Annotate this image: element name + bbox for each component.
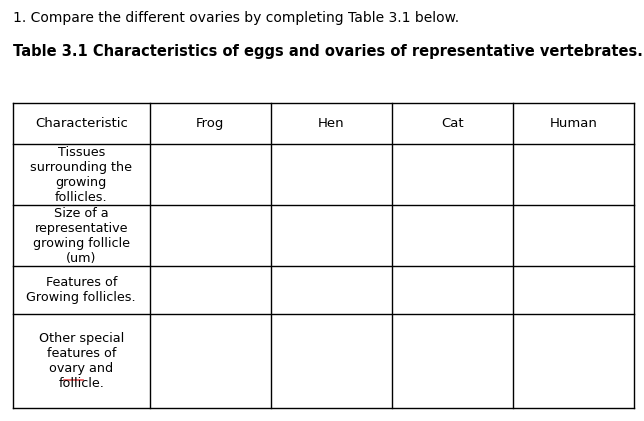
Text: Table 3.1 Characteristics of eggs and ovaries of representative vertebrates.: Table 3.1 Characteristics of eggs and ov… — [13, 44, 643, 59]
Text: 1. Compare the different ovaries by completing Table 3.1 below.: 1. Compare the different ovaries by comp… — [13, 11, 459, 24]
Text: Other special
features of
ovary and
follicle.: Other special features of ovary and foll… — [39, 332, 124, 390]
Text: Human: Human — [550, 117, 598, 130]
Text: Size of a
representative
growing follicle
(um): Size of a representative growing follicl… — [33, 207, 129, 265]
Text: Characteristic: Characteristic — [35, 117, 128, 130]
Text: Hen: Hen — [318, 117, 345, 130]
Text: Features of
Growing follicles.: Features of Growing follicles. — [26, 276, 136, 304]
Text: Cat: Cat — [441, 117, 464, 130]
Text: Tissues
surrounding the
growing
follicles.: Tissues surrounding the growing follicle… — [30, 146, 132, 204]
Text: Frog: Frog — [196, 117, 224, 130]
